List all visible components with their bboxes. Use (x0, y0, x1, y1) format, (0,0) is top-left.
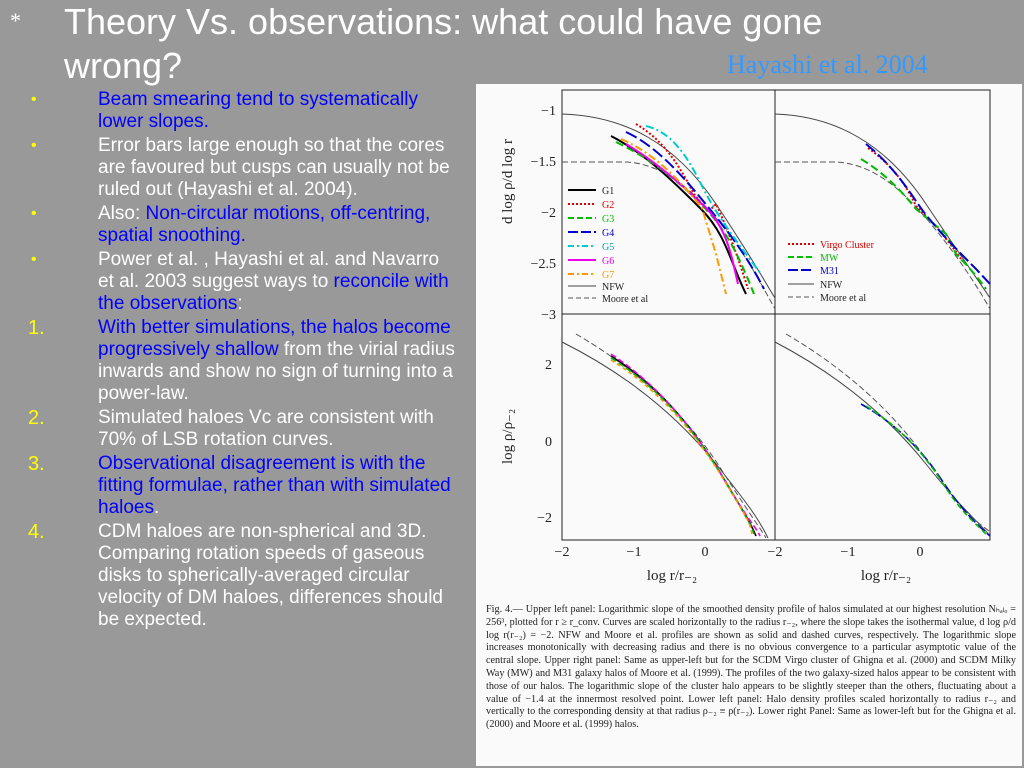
list-item: 3. Observational disagreement is with the… (28, 453, 458, 519)
curve-nfw-ur (774, 113, 991, 299)
curve-g3 (615, 141, 755, 295)
xlabel-left: log r/r₋₂ (647, 568, 697, 584)
panel-upper-left (561, 89, 776, 315)
legend-label: G4 (602, 228, 614, 239)
curve-m31 (865, 143, 991, 285)
xtick: −2 (555, 545, 570, 560)
slide-bullet-symbol: * (10, 8, 21, 33)
number-marker: 1. (28, 317, 45, 339)
legend-label: Moore et al (602, 294, 648, 305)
xlabel-right: log r/r₋₂ (861, 568, 911, 584)
list-item-text: CDM haloes are non-spherical and 3D. Com… (98, 521, 443, 630)
list-item-text: . (154, 497, 160, 518)
bullet-marker: • (31, 251, 37, 268)
ylabel-bottom: log ρ/ρ₋₂ (500, 409, 516, 464)
list-item: 4. CDM haloes are non-spherical and 3D. C… (28, 521, 458, 631)
ytick: −2 (541, 206, 556, 221)
legend-label: G5 (602, 242, 614, 253)
xtick: 0 (917, 545, 924, 560)
xtick: −2 (768, 545, 783, 560)
list-item: • Beam smearing tend to systematically lo… (28, 89, 458, 133)
number-marker: 4. (28, 521, 45, 543)
curve-g6 (625, 143, 739, 285)
curve-mw (860, 158, 987, 290)
paper-figure: d log ρ/d log r log ρ/ρ₋₂ −1 −1.5 −2 −2.… (476, 84, 1022, 766)
list-item-text: : (237, 293, 243, 314)
curve-nfw-lr (774, 341, 991, 537)
ytick: 2 (545, 358, 552, 373)
xtick: 0 (702, 545, 709, 560)
list-item-text: Error bars large enough so that the core… (98, 135, 450, 200)
list-item: • Also: Non-circular motions, off-centrin… (28, 203, 458, 247)
legend-label: G3 (602, 214, 614, 225)
curve-moore-ur (775, 161, 991, 310)
xtick: −1 (627, 545, 642, 560)
curve-m31-lr (860, 403, 991, 537)
bullet-marker: • (31, 137, 37, 154)
legend-label: Virgo Cluster (820, 240, 875, 251)
bullet-marker: • (31, 205, 37, 222)
ytick: −3 (541, 308, 556, 323)
legend-label: G1 (602, 186, 614, 197)
curve-g7-ll (610, 359, 753, 535)
bullet-marker: • (31, 91, 37, 108)
curve-moore-ll (575, 333, 767, 539)
legend-label: NFW (820, 280, 843, 291)
ylabel-top: d log ρ/d log r (500, 139, 516, 224)
legend-label: NFW (602, 282, 625, 293)
list-item-text: reconcile with the observations (98, 271, 449, 314)
legend-label: G2 (602, 200, 614, 211)
list-item-text: Also: (98, 203, 146, 224)
curve-g7 (620, 138, 727, 295)
ytick: −2 (537, 511, 552, 526)
curve-nfw-ul (561, 113, 776, 299)
curve-g5 (645, 125, 762, 275)
ytick: −1 (541, 104, 556, 119)
legend-label: G7 (602, 270, 614, 281)
ytick: 0 (545, 435, 552, 450)
list-item-text: With better simulations, the halos becom… (98, 317, 451, 360)
curve-g6-ll (610, 353, 761, 537)
curve-mw-lr (865, 405, 987, 535)
panel-lower-left (561, 313, 776, 541)
list-item: 2. Simulated haloes Vc are consistent wit… (28, 407, 458, 451)
number-marker: 2. (28, 407, 45, 429)
curve-g4 (625, 131, 765, 290)
xtick: −1 (841, 545, 856, 560)
list-item-text: Simulated haloes Vc are consistent with … (98, 407, 434, 450)
citation: Hayashi et al. 2004 (727, 50, 928, 79)
curve-virgo (867, 147, 962, 260)
curve-nfw-ll (561, 341, 769, 539)
curve-g2 (635, 123, 749, 290)
list-item-text: Beam smearing tend to systematically low… (98, 89, 418, 132)
panel-upper-right (774, 89, 991, 315)
bullet-list: • Beam smearing tend to systematically lo… (28, 89, 458, 633)
curve-g1-ll (610, 355, 757, 537)
list-item-text: from the virial radius inwards and show … (98, 339, 455, 404)
list-item-text: Observational disagreement is with the f… (98, 453, 451, 518)
legend-label: Moore et al (820, 293, 866, 304)
ytick: −2.5 (531, 257, 556, 272)
legend-label: G6 (602, 256, 614, 267)
number-marker: 3. (28, 453, 45, 475)
figure-caption: Fig. 4.— Upper left panel: Logarithmic s… (486, 604, 1016, 731)
list-item: 1. With better simulations, the halos bec… (28, 317, 458, 405)
panel-lower-right (774, 313, 991, 541)
legend-label: MW (820, 253, 839, 264)
slide-title: Theory Vs. observations: what could have… (64, 1, 823, 86)
figure-plots: d log ρ/d log r log ρ/ρ₋₂ −1 −1.5 −2 −2.… (500, 89, 991, 584)
list-item: • Error bars large enough so that the cor… (28, 135, 458, 201)
list-item: • Power et al. , Hayashi et al. and Navar… (28, 249, 458, 315)
legend-label: M31 (820, 266, 839, 277)
list-item-text: Non-circular motions, off-centring, spat… (98, 203, 431, 246)
ytick: −1.5 (531, 155, 556, 170)
list-item-text: Power et al. , Hayashi et al. and Navarr… (98, 249, 440, 292)
curve-moore-lr (785, 333, 991, 533)
